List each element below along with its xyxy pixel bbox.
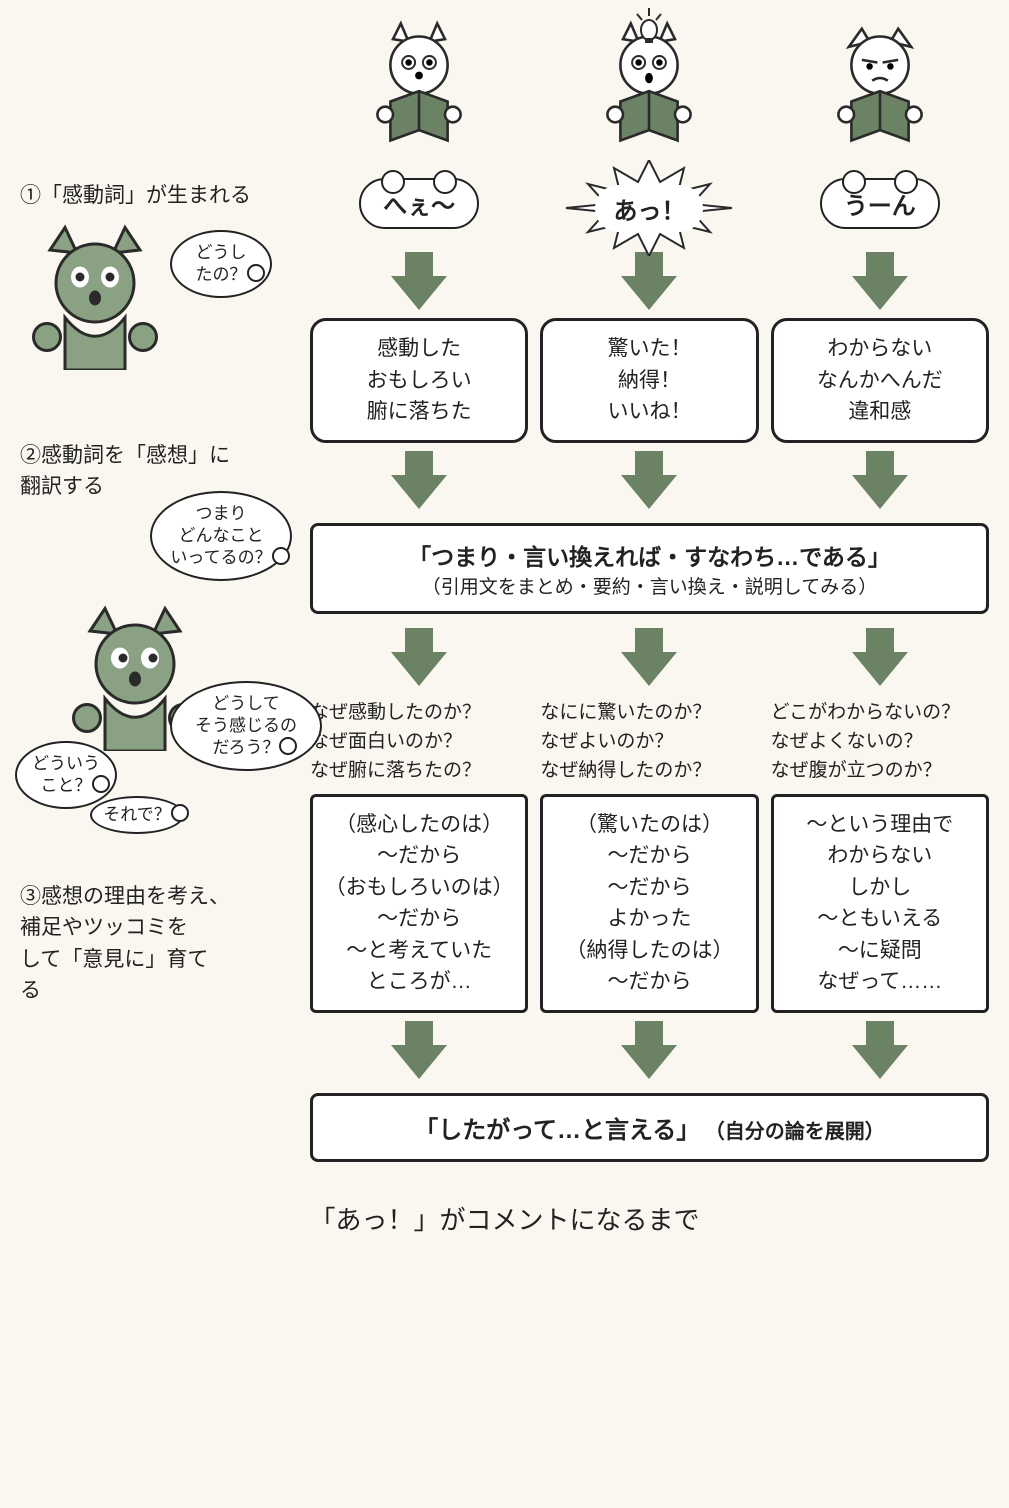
summary-sub: （引用文をまとめ・要約・言い換え・説明してみる）: [327, 572, 972, 599]
left-column: ①「感動詞」が生まれる どうし たの？ .cat-block:nth-of-ty…: [20, 20, 300, 1162]
arrow-down-icon: [621, 652, 677, 686]
reading-cat-icon: [354, 20, 484, 170]
interjection-bubble: うーん: [820, 178, 940, 229]
arrow-down-icon: [621, 276, 677, 310]
arrow-row: [310, 620, 989, 694]
arrow-down-icon: [852, 1045, 908, 1079]
cat2-bubble-top: つまり どんなこと いってるの？: [150, 491, 292, 581]
step3-label: ③感想の理由を考え、 補足やツッコミを して「意見に」育て る: [20, 881, 300, 1007]
col2: あっ！: [540, 20, 758, 244]
row-questions: なぜ感動したのか？ なぜ面白いのか？ なぜ腑に落ちたの？ なにに驚いたのか？ な…: [310, 694, 989, 794]
reasons-box: （驚いたのは） 〜だから 〜だから よかった （納得したのは） 〜だから: [540, 794, 758, 1013]
page-caption: 「あっ！」がコメントになるまで: [20, 1200, 989, 1237]
reading-cat-icon: [815, 20, 945, 170]
page: ①「感動詞」が生まれる どうし たの？ .cat-block:nth-of-ty…: [20, 20, 989, 1162]
flowchart: へぇ〜: [310, 20, 989, 1162]
row-reasons: （感心したのは） 〜だから （おもしろいのは） 〜だから 〜と考えていた ところ…: [310, 794, 989, 1013]
feelings-box: わからない なんかへんだ 違和感: [771, 318, 989, 443]
reasons-box: 〜という理由で わからない しかし 〜ともいえる 〜に疑問 なぜって……: [771, 794, 989, 1013]
cat1-bubble: どうし たの？: [170, 230, 272, 298]
arrow-down-icon: [852, 475, 908, 509]
cat-icon: [20, 220, 170, 370]
interjection-text: あっ！: [595, 185, 703, 232]
arrow-down-icon: [852, 276, 908, 310]
arrow-row: [310, 443, 989, 517]
arrow-down-icon: [391, 652, 447, 686]
questions-text: どこがわからないの？ なぜよくないの？ なぜ腹が立つのか？: [771, 698, 989, 786]
lightbulb-icon: [629, 8, 669, 48]
reasons-box: （感心したのは） 〜だから （おもしろいのは） 〜だから 〜と考えていた ところ…: [310, 794, 528, 1013]
arrow-down-icon: [852, 652, 908, 686]
interjection-bubble: へぇ〜: [359, 178, 479, 229]
conclusion-box: 「したがって…と言える」 （自分の論を展開）: [310, 1093, 989, 1162]
cat1-block: どうし たの？ .cat-block:nth-of-type(1) .bubbl…: [20, 220, 300, 420]
feelings-box: 感動した おもしろい 腑に落ちた: [310, 318, 528, 443]
summary-box: 「つまり・言い換えれば・すなわち…である」 （引用文をまとめ・要約・言い換え・説…: [310, 523, 989, 614]
conclusion-sub: （自分の論を展開）: [705, 1121, 885, 1143]
conclusion-main: 「したがって…と言える」: [414, 1117, 700, 1144]
arrow-down-icon: [391, 475, 447, 509]
arrow-down-icon: [391, 1045, 447, 1079]
arrow-down-icon: [621, 475, 677, 509]
questions-text: なぜ感動したのか？ なぜ面白いのか？ なぜ腑に落ちたの？: [310, 698, 528, 786]
arrow-row: [310, 1013, 989, 1087]
step2-label: ②感動詞を「感想」に 翻訳する: [20, 440, 300, 503]
cat2-block: つまり どんなこと いってるの？ どうして そう感じるの だろう？ どういう こ…: [20, 511, 300, 861]
summary-main: 「つまり・言い換えれば・すなわち…である」: [327, 538, 972, 572]
arrow-down-icon: [391, 276, 447, 310]
step1-label: ①「感動詞」が生まれる: [20, 180, 300, 212]
questions-text: なにに驚いたのか？ なぜよいのか？ なぜ納得したのか？: [540, 698, 758, 786]
feelings-box: 驚いた！ 納得！ いいね！: [540, 318, 758, 443]
col1: へぇ〜: [310, 20, 528, 244]
cat2-bubble-mid: どうして そう感じるの だろう？: [170, 681, 322, 771]
cat2-bubble-left: どういう こと？: [15, 741, 117, 809]
cat2-bubble-small: それで？: [90, 796, 184, 834]
col3: うーん: [771, 20, 989, 244]
arrow-down-icon: [621, 1045, 677, 1079]
row-cats: へぇ〜: [310, 20, 989, 244]
row-feelings: 感動した おもしろい 腑に落ちた 驚いた！ 納得！ いいね！ わからない なんか…: [310, 318, 989, 443]
interjection-burst: あっ！: [574, 178, 724, 238]
